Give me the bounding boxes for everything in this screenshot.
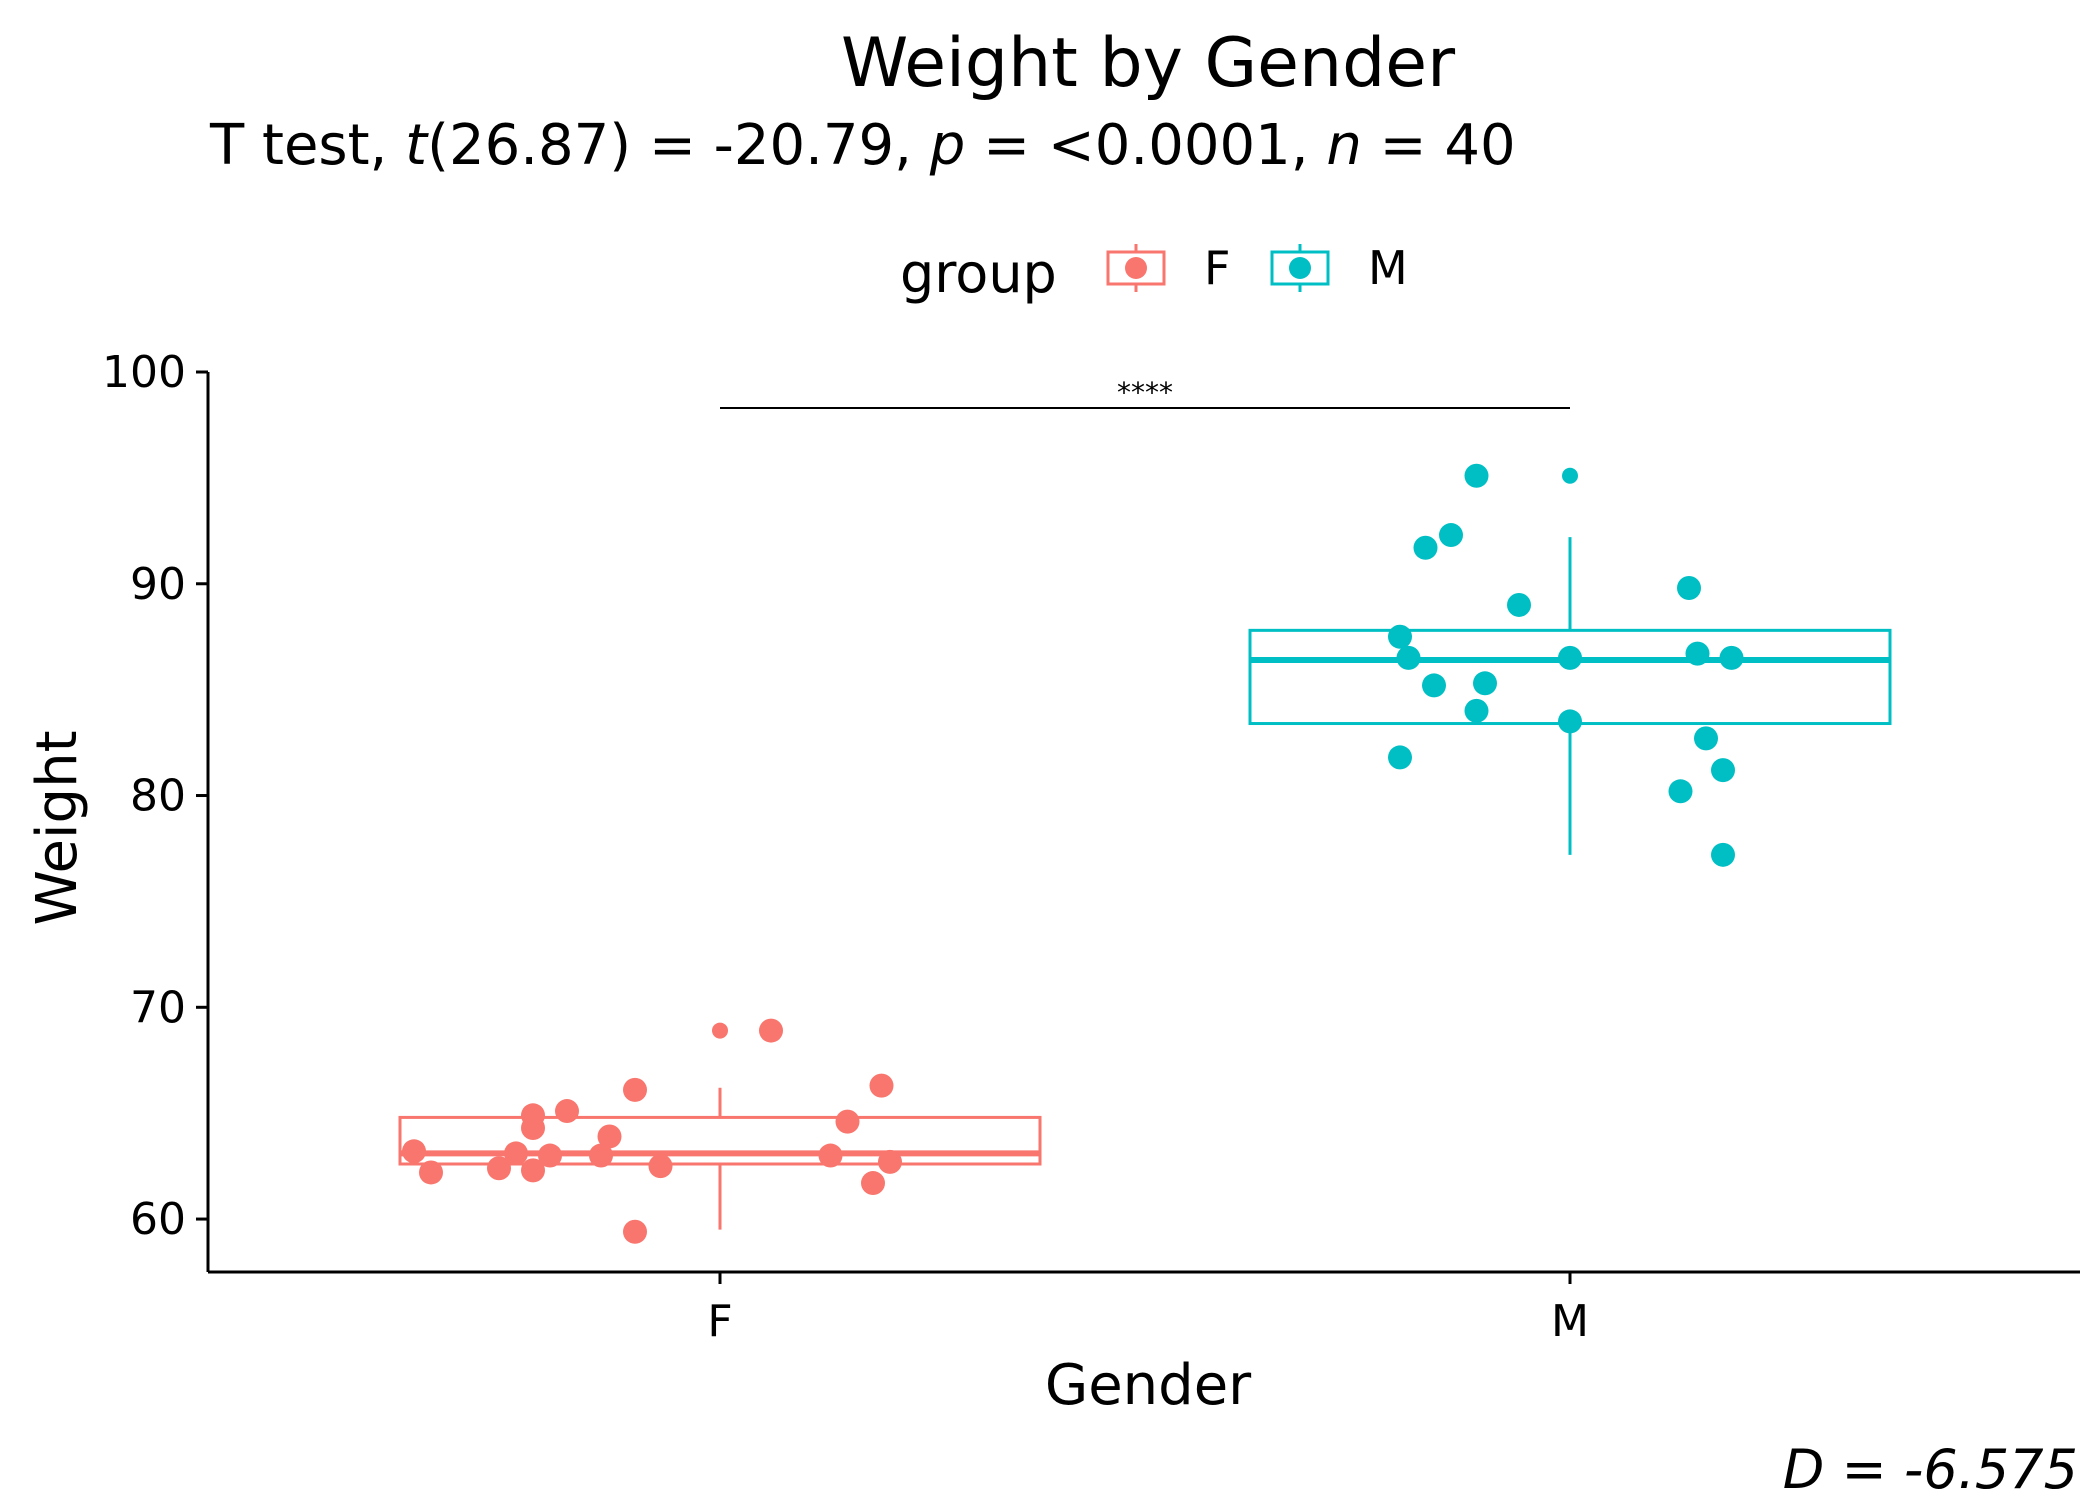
data-point	[1507, 592, 1531, 617]
data-point	[1464, 698, 1489, 723]
data-point	[623, 1219, 647, 1244]
y-tick-label: 70	[130, 982, 186, 1033]
data-point	[538, 1143, 562, 1168]
legend-key-F	[1106, 244, 1166, 292]
data-point	[1711, 758, 1735, 783]
legend-title: group	[900, 242, 1057, 305]
data-point	[623, 1077, 647, 1102]
data-point	[1413, 535, 1438, 560]
data-point	[1464, 463, 1489, 488]
subtitle-p-symbol: p	[929, 113, 966, 178]
x-axis-label: Gender	[1045, 1353, 1252, 1418]
data-point	[1668, 779, 1693, 804]
data-point	[1694, 726, 1718, 751]
data-point	[555, 1099, 579, 1124]
y-tick-label: 80	[130, 771, 186, 822]
plot-area: 60 70 80 90 100 F M ****	[102, 347, 2080, 1347]
effect-size-annotation: D = -6.575	[1783, 1438, 2078, 1500]
chart-subtitle: T test, t(26.87) = -20.79, p = <0.0001, …	[209, 113, 1516, 178]
data-point	[1388, 745, 1412, 770]
legend-label-M: M	[1368, 241, 1408, 295]
box-group-F	[398, 1018, 1042, 1244]
y-axis-label: Weight	[25, 730, 90, 925]
data-point	[648, 1154, 673, 1179]
y-tick-label: 100	[102, 347, 186, 398]
data-point	[1439, 523, 1463, 548]
data-point	[1558, 645, 1582, 670]
x-tick-label: M	[1551, 1296, 1589, 1347]
box-group-M	[1248, 463, 1892, 867]
chart-legend: group F M	[900, 241, 1408, 305]
box-outlier	[1562, 467, 1578, 484]
data-point	[759, 1018, 783, 1043]
data-point	[869, 1073, 894, 1098]
data-point	[1473, 671, 1497, 696]
significance-label: ****	[1117, 376, 1173, 409]
data-point	[878, 1149, 902, 1174]
data-point	[487, 1156, 511, 1181]
data-point	[835, 1109, 860, 1134]
subtitle-prefix: T test,	[209, 113, 405, 178]
y-tick-label: 90	[130, 559, 186, 610]
data-point	[1711, 842, 1735, 867]
data-point	[419, 1160, 443, 1185]
data-point	[402, 1139, 426, 1164]
data-point	[589, 1143, 613, 1168]
data-point	[1719, 645, 1744, 670]
legend-key-point	[1125, 257, 1147, 279]
data-point	[1677, 576, 1701, 600]
legend-key-point	[1289, 257, 1311, 279]
data-point	[861, 1171, 885, 1196]
data-point	[597, 1124, 622, 1149]
legend-label-F: F	[1204, 241, 1230, 295]
data-point	[1685, 641, 1710, 666]
subtitle-t-symbol: t	[405, 113, 429, 178]
data-point	[1558, 709, 1582, 734]
data-point	[1388, 624, 1412, 649]
data-point	[1422, 673, 1446, 698]
subtitle-p-value: = <0.0001,	[965, 113, 1326, 178]
legend-key-M	[1270, 244, 1330, 292]
subtitle-n-symbol: n	[1326, 113, 1362, 178]
chart-title: Weight by Gender	[841, 24, 1455, 103]
box-outlier	[712, 1022, 728, 1039]
data-point	[521, 1158, 545, 1183]
y-tick-label: 60	[130, 1194, 186, 1245]
x-tick-label: F	[707, 1296, 732, 1347]
data-point	[1396, 645, 1421, 670]
data-point	[504, 1141, 528, 1166]
subtitle-n-value: = 40	[1362, 113, 1516, 178]
data-point	[521, 1116, 545, 1140]
subtitle-t-value: (26.87) = -20.79,	[427, 113, 930, 178]
data-point	[818, 1143, 843, 1168]
